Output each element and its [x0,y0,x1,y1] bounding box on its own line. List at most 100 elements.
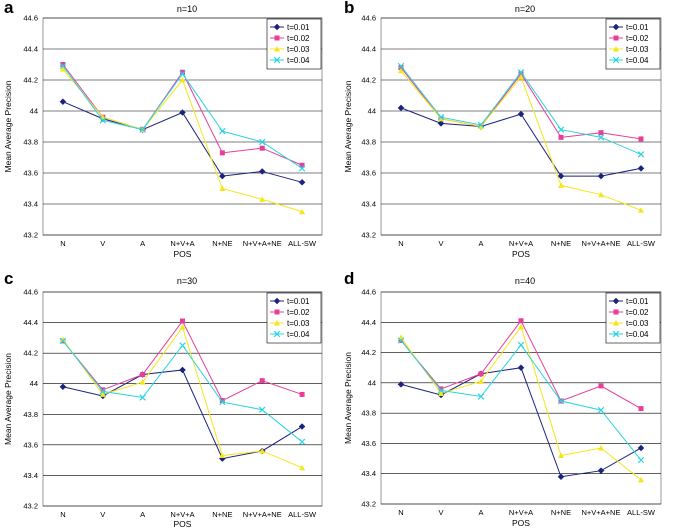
data-point [598,444,604,451]
y-tick-label: 44.6 [361,288,376,297]
x-tick-label: ALL-SW [627,239,656,248]
y-tick-label: 44.4 [23,45,38,54]
chart-title: n=10 [177,4,197,14]
data-point [219,185,226,191]
data-point [59,62,67,70]
data-point [438,390,444,396]
chart-panel-b: b n=20 43.2 43.4 43.6 43.8 44 44.2 44.4 44.6 N V A N+… [343,0,662,259]
legend: t=0.01 t=0.02 t=0.03 t=0.04 [605,18,661,70]
data-point [397,337,405,344]
data-point [598,383,604,389]
legend-label: t=0.02 [287,308,310,317]
data-point [298,438,306,446]
data-point [517,341,525,349]
x-tick-label: A [140,239,145,248]
x-axis-label: POS [512,249,530,259]
y-tick-label: 43.2 [23,231,38,240]
panel-letter: c [4,269,13,288]
legend-marker [612,330,620,338]
data-point [518,323,524,330]
data-point [638,476,644,483]
x-tick-label: N [60,510,65,519]
y-tick-label: 44.6 [23,14,38,23]
legend-marker [273,23,281,31]
x-tick-label: N+V+A+NE [582,508,621,517]
data-point [60,62,66,67]
data-point [259,145,265,151]
panel-letter: b [344,0,354,17]
data-point [219,150,225,156]
y-tick-label: 44 [30,107,38,116]
data-point [219,452,226,459]
chart-title: n=30 [177,276,197,286]
data-point [299,208,306,215]
y-tick-label: 44.2 [361,76,376,85]
data-point [219,398,226,406]
legend-label: t=0.01 [626,23,649,32]
data-point [298,178,306,186]
y-tick-label: 44.6 [361,14,376,23]
x-tick-label: ALL-SW [627,508,656,517]
y-tick-label: 43.4 [23,200,38,209]
data-point [438,386,444,392]
y-tick-label: 43.2 [23,502,38,511]
data-point [259,378,265,384]
panel-letter: a [4,0,14,17]
data-point [638,136,644,142]
x-tick-label: N [60,239,65,248]
legend-marker [612,56,620,64]
x-tick-label: N+NE [551,239,571,248]
x-axis-label: POS [174,249,192,259]
data-point [518,318,524,324]
x-tick-label: A [478,508,483,517]
x-tick-label: N+V+A [170,510,194,519]
legend-label: t=0.04 [626,330,649,339]
data-point [258,138,266,146]
y-tick-label: 43.6 [23,440,38,449]
legend-marker [274,46,280,52]
legend-marker [274,309,280,315]
data-point [259,447,266,454]
y-tick-label: 43.6 [23,169,38,178]
legend-label: t=0.03 [626,319,649,328]
data-point [397,104,405,112]
y-tick-label: 43.4 [361,200,376,209]
data-point [179,109,186,116]
data-point [637,444,645,452]
data-point [557,473,565,481]
legend: t=0.01 t=0.02 t=0.03 t=0.04 [266,18,322,70]
x-tick-label: N+NE [551,508,571,517]
legend-label: t=0.01 [287,23,310,32]
data-point [140,372,146,378]
chart-panel-d: d n=40 43.2 43.4 43.6 43.8 44 44.2 44.4 44.6 N V A N+… [343,269,662,528]
chart-title: n=20 [515,4,535,14]
y-tick-label: 44.2 [23,76,38,85]
data-point [179,70,186,78]
x-tick-label: N [398,239,403,248]
data-point [100,387,106,393]
y-tick-label: 44.4 [23,318,38,327]
data-point [398,67,404,74]
y-tick-label: 44.4 [361,45,376,54]
y-tick-label: 44 [368,378,376,387]
data-point [518,73,524,80]
y-tick-label: 44 [368,107,376,116]
x-tick-label: V [100,239,105,248]
data-point [518,71,524,77]
x-tick-label: V [438,239,443,248]
y-tick-label: 43.6 [361,169,376,178]
legend-marker [273,330,281,338]
y-tick-label: 44.6 [23,288,38,297]
x-tick-label: N+NE [212,510,232,519]
y-tick-label: 44.2 [361,348,376,357]
data-point [597,467,605,475]
legend-marker [612,297,620,305]
y-tick-label: 43.2 [361,231,376,240]
data-point [139,379,146,385]
chart-panel-c: c n=30 43.2 43.4 43.6 43.8 44 44.2 44.4 44.6 N V A N+… [3,269,323,529]
data-point [299,391,305,397]
data-point [219,127,226,135]
data-point [99,117,107,124]
legend-label: t=0.02 [287,34,310,43]
